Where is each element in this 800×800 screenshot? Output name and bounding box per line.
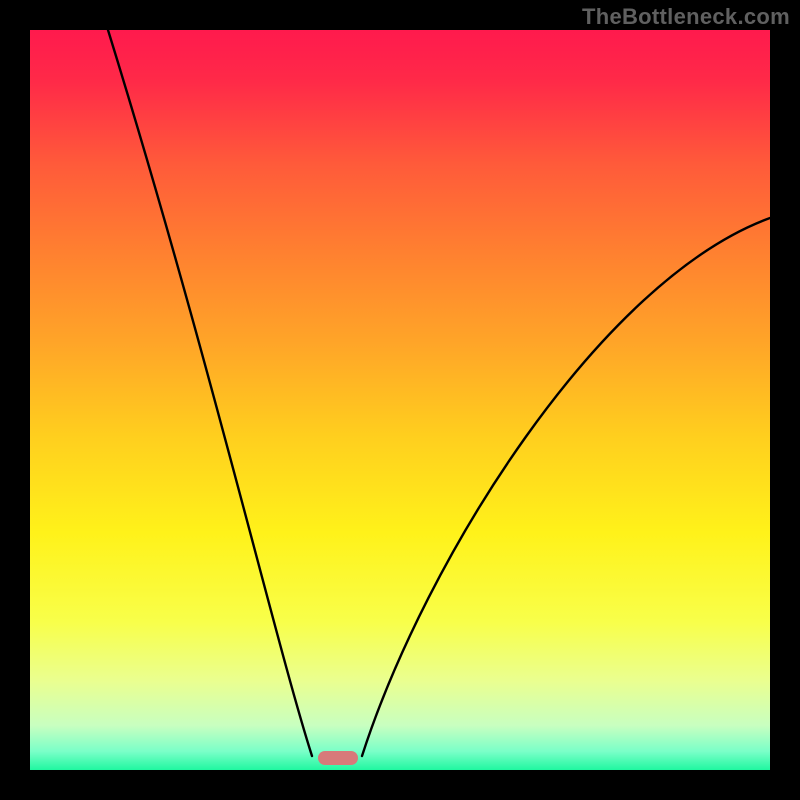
optimal-marker [318,751,358,765]
watermark-text: TheBottleneck.com [582,4,790,30]
chart-container: { "watermark": "TheBottleneck.com", "cha… [0,0,800,800]
bottleneck-curve-chart [0,0,800,800]
